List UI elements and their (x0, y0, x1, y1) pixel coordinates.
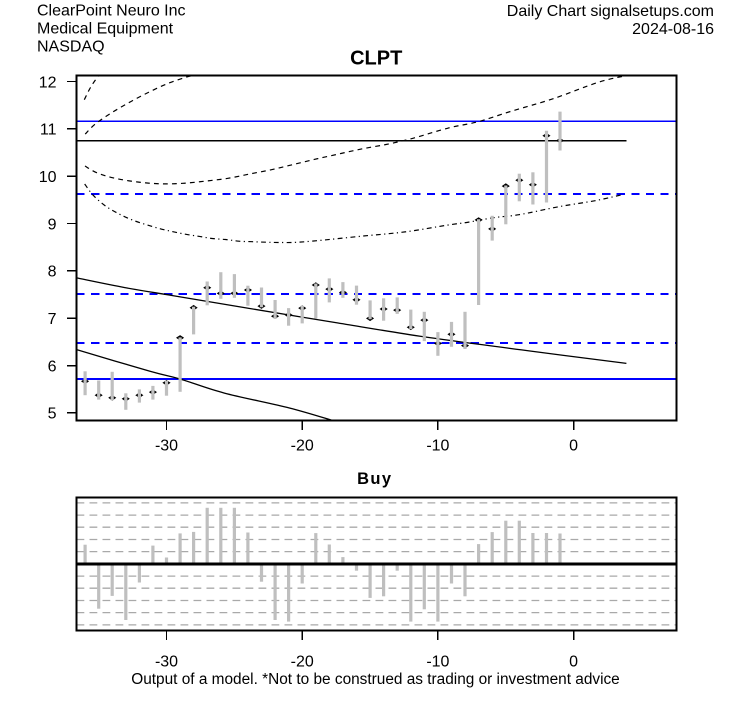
svg-text:Buy: Buy (357, 470, 392, 488)
svg-text:7: 7 (48, 311, 57, 328)
svg-text:-10: -10 (426, 654, 449, 671)
svg-text:NASDAQ: NASDAQ (37, 39, 105, 56)
svg-text:CLPT: CLPT (350, 48, 402, 70)
svg-text:8: 8 (48, 264, 57, 281)
svg-text:6: 6 (48, 358, 57, 375)
svg-text:-30: -30 (155, 437, 178, 454)
svg-text:0: 0 (569, 654, 578, 671)
svg-text:0: 0 (569, 437, 578, 454)
svg-text:10: 10 (39, 169, 57, 186)
svg-text:-20: -20 (291, 437, 314, 454)
svg-text:2024-08-16: 2024-08-16 (632, 21, 714, 38)
svg-text:-30: -30 (155, 654, 178, 671)
svg-text:ClearPoint Neuro Inc: ClearPoint Neuro Inc (37, 3, 186, 20)
svg-text:12: 12 (39, 74, 57, 91)
svg-text:-20: -20 (291, 654, 314, 671)
svg-text:9: 9 (48, 216, 57, 233)
svg-text:Daily Chart signalsetups.com: Daily Chart signalsetups.com (507, 3, 714, 20)
svg-text:Output of a model. *Not to be: Output of a model. *Not to be construed … (131, 671, 620, 688)
svg-text:11: 11 (40, 122, 57, 139)
svg-text:Medical Equipment: Medical Equipment (37, 21, 174, 38)
svg-text:5: 5 (48, 406, 57, 423)
svg-text:-10: -10 (426, 437, 449, 454)
